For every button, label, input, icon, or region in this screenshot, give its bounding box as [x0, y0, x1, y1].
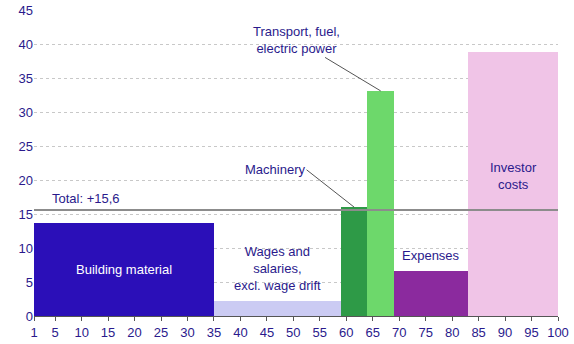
svg-text:40: 40 [233, 325, 247, 340]
svg-text:5: 5 [52, 325, 59, 340]
svg-text:10: 10 [74, 325, 88, 340]
svg-text:30: 30 [180, 325, 194, 340]
svg-text:80: 80 [445, 325, 459, 340]
svg-text:25: 25 [19, 139, 33, 154]
svg-text:45: 45 [19, 3, 33, 18]
svg-text:50: 50 [286, 325, 300, 340]
svg-text:Expenses: Expenses [402, 248, 460, 263]
svg-text:40: 40 [19, 37, 33, 52]
svg-text:15: 15 [19, 207, 33, 222]
svg-text:95: 95 [524, 325, 538, 340]
svg-text:Machinery: Machinery [245, 162, 305, 177]
svg-text:70: 70 [392, 325, 406, 340]
svg-text:25: 25 [154, 325, 168, 340]
svg-text:35: 35 [19, 71, 33, 86]
svg-text:45: 45 [260, 325, 274, 340]
svg-text:65: 65 [366, 325, 380, 340]
svg-text:5: 5 [26, 275, 33, 290]
svg-text:30: 30 [19, 105, 33, 120]
svg-text:20: 20 [127, 325, 141, 340]
svg-text:Transport, fuel,electric power: Transport, fuel,electric power [253, 24, 340, 56]
svg-text:35: 35 [207, 325, 221, 340]
svg-text:Building material: Building material [76, 262, 172, 277]
svg-text:Total: +15,6: Total: +15,6 [52, 191, 120, 206]
svg-text:75: 75 [418, 325, 432, 340]
svg-text:55: 55 [313, 325, 327, 340]
svg-text:1: 1 [30, 325, 37, 340]
svg-text:20: 20 [19, 173, 33, 188]
svg-text:60: 60 [339, 325, 353, 340]
svg-text:15: 15 [101, 325, 115, 340]
svg-text:10: 10 [19, 241, 33, 256]
svg-text:100: 100 [547, 325, 569, 340]
svg-text:85: 85 [471, 325, 485, 340]
svg-text:0: 0 [26, 309, 33, 324]
svg-text:90: 90 [498, 325, 512, 340]
svg-text:Wages andsalaries,excl. wage d: Wages andsalaries,excl. wage drift [234, 244, 321, 293]
svg-text:Investorcosts: Investorcosts [490, 160, 537, 192]
